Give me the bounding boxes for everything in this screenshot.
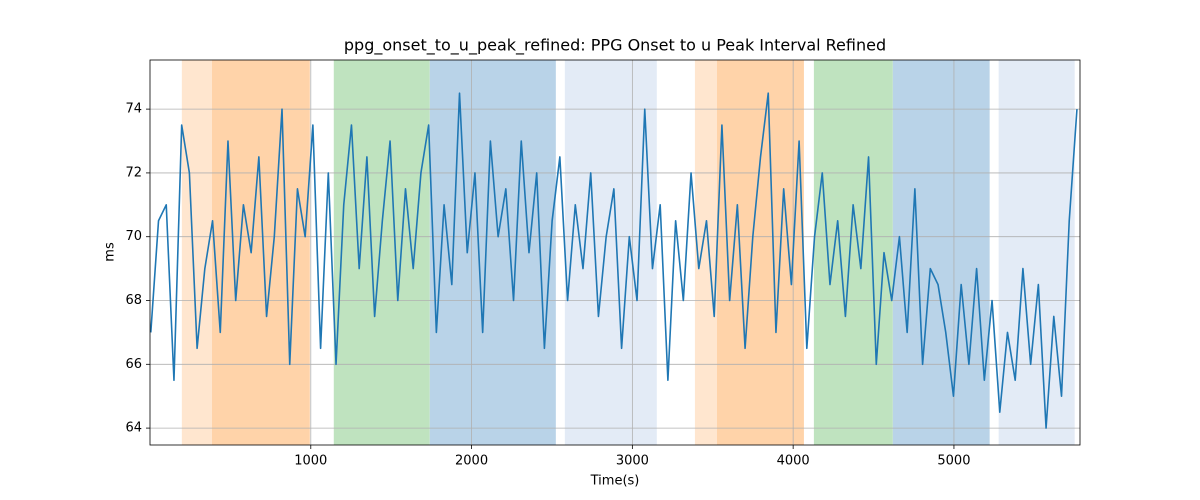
x-tick-label: 1000 — [294, 454, 327, 469]
span — [211, 60, 310, 445]
axes: 1000 2000 3000 4000 5000 64 66 68 70 72 74 — [125, 59, 1081, 469]
x-tick-label: 3000 — [616, 454, 649, 469]
span — [998, 60, 1075, 445]
chart-title: ppg_onset_to_u_peak_refined: PPG Onset t… — [344, 36, 886, 56]
span — [892, 60, 990, 445]
y-tick-label: 70 — [125, 229, 142, 244]
y-tick-label: 68 — [125, 293, 142, 308]
span — [694, 60, 717, 445]
y-tick-label: 72 — [125, 165, 142, 180]
x-tick-label: 5000 — [937, 454, 970, 469]
y-tick-label: 64 — [125, 421, 142, 436]
span — [716, 60, 804, 445]
span — [429, 60, 556, 445]
span — [333, 60, 430, 445]
x-tick-label: 2000 — [455, 454, 488, 469]
spans — [181, 60, 1075, 445]
span — [813, 60, 893, 445]
x-tick-label: 4000 — [777, 454, 810, 469]
y-axis-label: ms — [103, 242, 118, 262]
lines — [150, 92, 1078, 429]
span — [564, 60, 657, 445]
y-tick-label: 66 — [125, 357, 142, 372]
y-tick-label: 74 — [125, 102, 142, 117]
plot-frame — [149, 59, 1081, 446]
line — [150, 92, 1078, 429]
x-axis-label: Time(s) — [590, 474, 640, 489]
